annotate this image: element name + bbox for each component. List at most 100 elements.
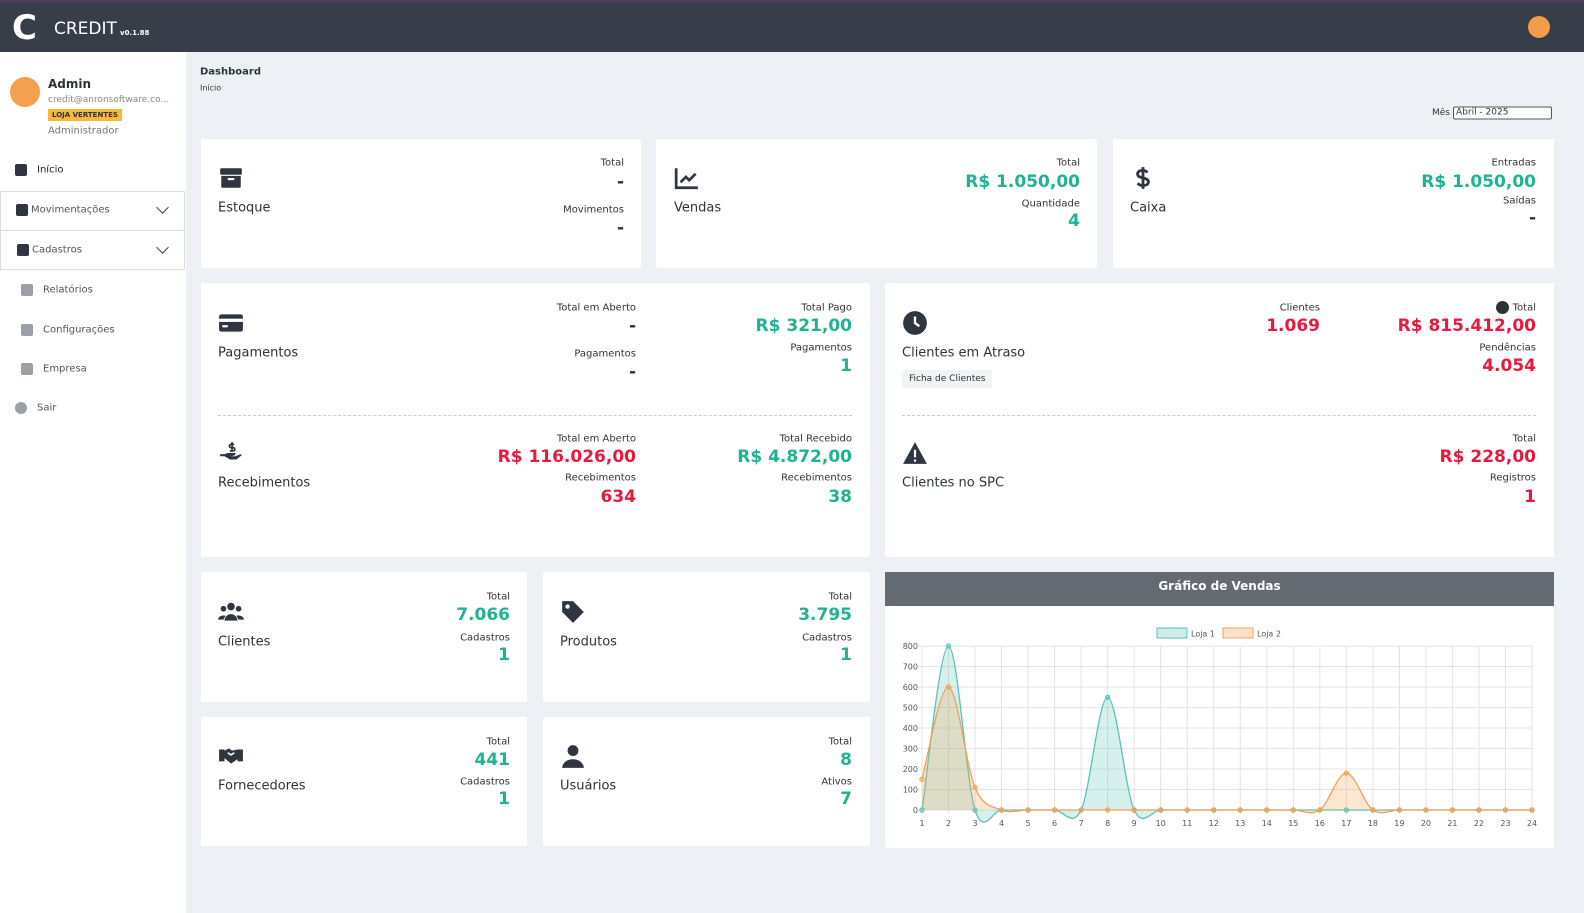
menu-item[interactable]: Movimentações	[31, 204, 110, 216]
month-select[interactable]: Abril - 2025	[1453, 106, 1552, 120]
data-point	[972, 784, 978, 791]
card-title: Clientes no SPC	[902, 475, 1005, 491]
x-tick-label: 10	[1156, 819, 1166, 828]
data-point	[1157, 807, 1164, 813]
x-tick-label: 24	[1527, 819, 1537, 828]
stat-label: Cadastros	[802, 632, 852, 644]
version: v0.1.88	[120, 29, 150, 37]
data-point	[1423, 807, 1429, 813]
x-tick-label: 11	[1182, 819, 1192, 828]
menu-item[interactable]: Empresa	[43, 363, 87, 375]
series-line	[921, 686, 1532, 814]
header-avatar[interactable]	[1528, 16, 1550, 38]
stat-label: Recebimentos	[781, 472, 852, 484]
menu-icon	[21, 284, 33, 296]
icon	[674, 165, 700, 191]
x-tick-label: 19	[1394, 819, 1404, 828]
stat-value: -	[616, 218, 624, 238]
x-tick-label: 3	[972, 819, 977, 828]
data-point	[1502, 807, 1509, 813]
card	[201, 572, 527, 702]
x-tick-label: 16	[1315, 819, 1325, 828]
data-point	[972, 807, 978, 813]
menu-item[interactable]: Relatórios	[43, 284, 93, 296]
icon-svg	[219, 314, 243, 332]
stat-label: Movimentos	[563, 204, 624, 216]
y-tick-label: 500	[903, 704, 918, 713]
y-tick-label: 100	[903, 786, 918, 795]
stat-label: Total	[828, 591, 852, 603]
data-point	[1051, 807, 1058, 813]
stat-value: R$ 1.050,00	[965, 172, 1080, 192]
data-point	[1237, 807, 1243, 813]
x-tick-label: 13	[1235, 819, 1245, 828]
card	[543, 717, 870, 846]
stat-label: Total	[486, 736, 510, 748]
stat-value: 1	[498, 789, 510, 809]
stat-value: -	[628, 316, 636, 336]
stat-value: R$ 321,00	[755, 316, 852, 336]
data-point	[945, 684, 952, 690]
icon-svg	[674, 168, 698, 190]
series-area	[922, 686, 1532, 813]
icon	[218, 599, 244, 625]
icon-svg	[562, 745, 584, 768]
x-tick-label: 6	[1052, 819, 1057, 828]
x-tick-label: 9	[1132, 819, 1137, 828]
menu-divider	[0, 230, 185, 231]
menu-icon	[21, 324, 33, 336]
stat-value: -	[628, 362, 636, 382]
card	[201, 283, 870, 557]
stat-value: 634	[600, 487, 637, 507]
data-point	[1211, 807, 1217, 813]
x-tick-label: 17	[1341, 819, 1351, 828]
stat-label: Registros	[1489, 472, 1536, 484]
y-tick-label: 300	[903, 745, 918, 754]
menu-item[interactable]: Sair	[37, 402, 57, 414]
menu-item[interactable]: Cadastros	[32, 244, 82, 256]
divider	[902, 415, 1536, 416]
chart-card	[885, 572, 1554, 848]
stat-label: Total	[1056, 157, 1080, 169]
header	[0, 0, 1584, 52]
stat-value: R$ 228,00	[1439, 447, 1536, 467]
card	[201, 139, 641, 268]
stat-label: Total	[600, 157, 624, 169]
icon	[1130, 165, 1156, 191]
data-point	[1184, 807, 1190, 813]
x-tick-label: 12	[1209, 819, 1219, 828]
data-point	[1449, 807, 1456, 813]
data-point	[919, 776, 925, 782]
stat-value: 4	[1068, 211, 1080, 231]
icon-svg	[903, 311, 927, 335]
x-tick-label: 2	[946, 819, 951, 828]
y-tick-label: 200	[903, 765, 918, 774]
data-point	[1290, 807, 1297, 813]
data-point	[1529, 807, 1535, 813]
stat-value: 441	[474, 750, 511, 770]
button[interactable]: Ficha de Clientes	[902, 370, 993, 388]
data-point	[1370, 807, 1376, 813]
card	[885, 283, 1554, 557]
stat-value: 1	[498, 645, 510, 665]
icon	[902, 440, 928, 466]
x-tick-label: 8	[1105, 819, 1110, 828]
stat-value: 4.054	[1482, 356, 1536, 376]
data-point	[1317, 807, 1323, 813]
stat-label: Total	[486, 591, 510, 603]
menu-icon	[21, 363, 33, 375]
y-tick-label: 400	[903, 724, 918, 733]
menu-item[interactable]: Início	[37, 164, 64, 176]
menu-item[interactable]: Configurações	[43, 324, 115, 336]
legend-label: Loja 1	[1191, 630, 1215, 639]
info-icon	[1496, 301, 1509, 314]
card-title: Clientes	[218, 634, 271, 650]
card	[201, 717, 527, 846]
stat-label: Total	[828, 736, 852, 748]
stat-value: R$ 116.026,00	[497, 447, 636, 467]
stat-value: 7	[840, 789, 852, 809]
y-tick-label: 800	[903, 642, 918, 651]
icon-svg	[218, 602, 244, 621]
card-title: Clientes em Atraso	[902, 345, 1026, 361]
